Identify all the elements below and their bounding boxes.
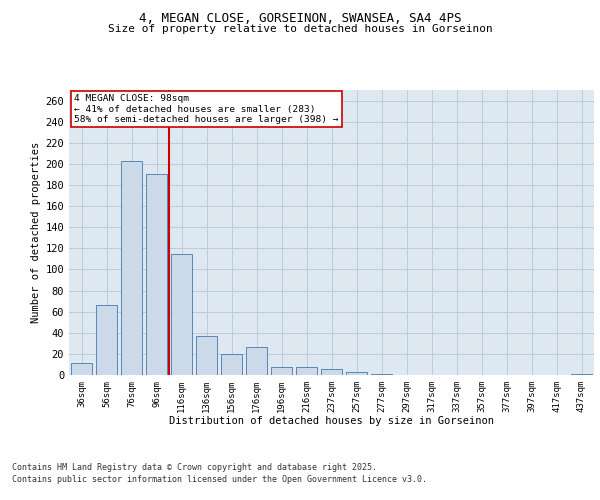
Bar: [296, 366, 317, 375]
Bar: [221, 354, 242, 375]
Bar: [171, 254, 192, 375]
Text: Size of property relative to detached houses in Gorseinon: Size of property relative to detached ho…: [107, 24, 493, 34]
Y-axis label: Number of detached properties: Number of detached properties: [31, 142, 41, 323]
Text: 4 MEGAN CLOSE: 98sqm
← 41% of detached houses are smaller (283)
58% of semi-deta: 4 MEGAN CLOSE: 98sqm ← 41% of detached h…: [74, 94, 339, 124]
Bar: [146, 174, 167, 375]
X-axis label: Distribution of detached houses by size in Gorseinon: Distribution of detached houses by size …: [169, 416, 494, 426]
Bar: [96, 306, 117, 375]
Bar: [246, 346, 267, 375]
Bar: [196, 336, 217, 375]
Text: Contains public sector information licensed under the Open Government Licence v3: Contains public sector information licen…: [12, 475, 427, 484]
Bar: [321, 368, 342, 375]
Bar: [271, 366, 292, 375]
Bar: [571, 374, 592, 375]
Bar: [346, 372, 367, 375]
Text: 4, MEGAN CLOSE, GORSEINON, SWANSEA, SA4 4PS: 4, MEGAN CLOSE, GORSEINON, SWANSEA, SA4 …: [139, 12, 461, 26]
Text: Contains HM Land Registry data © Crown copyright and database right 2025.: Contains HM Land Registry data © Crown c…: [12, 464, 377, 472]
Bar: [121, 160, 142, 375]
Bar: [71, 364, 92, 375]
Bar: [371, 374, 392, 375]
